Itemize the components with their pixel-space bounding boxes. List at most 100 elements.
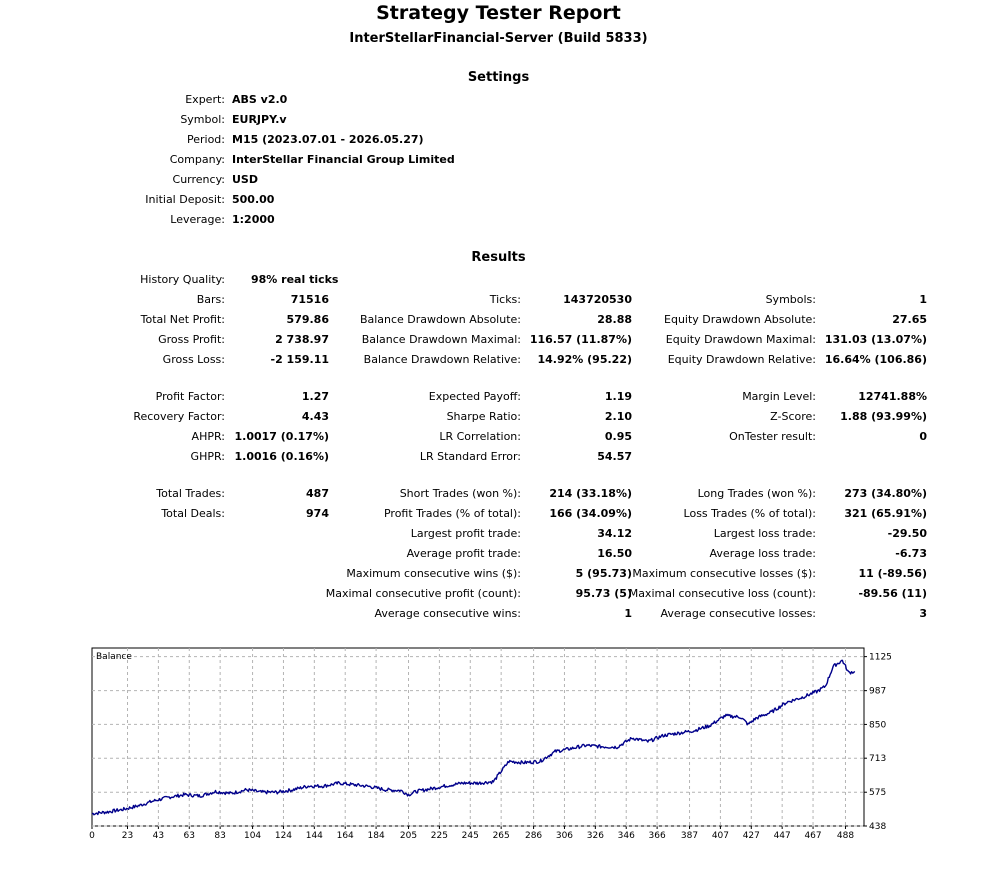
x-tick-label: 63	[184, 831, 195, 841]
result-col2-value: 34.12	[597, 527, 632, 540]
result-col2-label: Short Trades (won %):	[399, 487, 521, 500]
result-col1-value: 71516	[290, 293, 329, 306]
result-col1-label: Gross Profit:	[158, 333, 225, 346]
y-tick-label: 850	[869, 720, 886, 730]
result-col1-value: 1.27	[301, 390, 329, 403]
result-col2-value: 2.10	[604, 410, 632, 423]
result-col2-value: 95.73 (5)	[575, 587, 632, 600]
result-col2-value: 1	[624, 607, 632, 620]
result-col1-value: 1.0017 (0.17%)	[234, 430, 330, 443]
results-heading: Results	[471, 250, 526, 265]
result-col2-value: 214 (33.18%)	[549, 487, 632, 500]
result-col3-value: 0	[919, 430, 927, 443]
result-col3-value: 131.03 (13.07%)	[824, 333, 927, 346]
x-tick-label: 144	[306, 831, 323, 841]
result-col3-value: 11 (-89.56)	[858, 567, 927, 580]
result-col1-label: Total Net Profit:	[140, 313, 225, 326]
result-col3-value: 12741.88%	[858, 390, 927, 403]
result-col3-label: Equity Drawdown Relative:	[667, 353, 816, 366]
result-col3-value: -29.50	[887, 527, 927, 540]
y-tick-label: 713	[869, 754, 886, 764]
result-col1-value: 974	[306, 507, 329, 520]
report-title: Strategy Tester Report	[376, 2, 621, 24]
settings-label: Leverage:	[170, 213, 225, 226]
result-col1-label: AHPR:	[191, 430, 225, 443]
result-col1-label: Total Trades:	[156, 487, 225, 500]
result-col1-value: 579.86	[286, 313, 329, 326]
result-col3-label: Z-Score:	[770, 410, 816, 423]
x-tick-label: 346	[618, 831, 635, 841]
chart-title: Balance	[96, 652, 132, 662]
x-tick-label: 124	[275, 831, 292, 841]
result-col1-label: Recovery Factor:	[133, 410, 225, 423]
settings-label: Company:	[169, 153, 225, 166]
y-tick-label: 1125	[869, 653, 892, 663]
y-tick-label: 575	[869, 788, 886, 798]
result-col3-label: Loss Trades (% of total):	[683, 507, 816, 520]
result-col1-label: Bars:	[196, 293, 225, 306]
result-col2-label: Balance Drawdown Maximal:	[361, 333, 521, 346]
result-col3-value: 321 (65.91%)	[844, 507, 927, 520]
result-col2-label: LR Standard Error:	[419, 450, 521, 463]
result-col3-value: 3	[919, 607, 927, 620]
result-col3-label: Maximum consecutive losses ($):	[632, 567, 816, 580]
result-col1-value: 1.0016 (0.16%)	[234, 450, 330, 463]
x-tick-label: 104	[244, 831, 261, 841]
y-tick-label: 987	[869, 687, 886, 697]
x-tick-label: 245	[462, 831, 479, 841]
x-tick-label: 43	[153, 831, 164, 841]
result-col3-label: OnTester result:	[729, 430, 816, 443]
x-tick-label: 326	[587, 831, 604, 841]
result-col3-value: 27.65	[892, 313, 927, 326]
chart-frame	[91, 647, 865, 827]
y-tick-label: 438	[869, 822, 886, 832]
result-col1-label: Profit Factor:	[155, 390, 225, 403]
result-col3-label: Long Trades (won %):	[697, 487, 816, 500]
result-col2-label: LR Correlation:	[439, 430, 521, 443]
result-col2-value: 14.92% (95.22)	[537, 353, 633, 366]
history-quality-label: History Quality:	[140, 273, 225, 286]
x-tick-label: 23	[122, 831, 133, 841]
result-col3-value: -89.56 (11)	[858, 587, 927, 600]
x-tick-label: 205	[400, 831, 417, 841]
result-col3-value: 16.64% (106.86)	[824, 353, 927, 366]
result-col2-label: Balance Drawdown Absolute:	[359, 313, 521, 326]
result-col2-value: 16.50	[597, 547, 632, 560]
x-tick-label: 265	[493, 831, 510, 841]
settings-label: Currency:	[172, 173, 225, 186]
result-col3-label: Equity Drawdown Absolute:	[664, 313, 816, 326]
settings-value: EURJPY.v	[232, 113, 287, 126]
settings-value: 1:2000	[232, 213, 275, 226]
x-tick-label: 427	[743, 831, 760, 841]
x-tick-label: 387	[681, 831, 698, 841]
settings-value: USD	[232, 173, 258, 186]
result-col1-label: Total Deals:	[161, 507, 225, 520]
result-col3-label: Largest loss trade:	[713, 527, 816, 540]
result-col3-value: -6.73	[895, 547, 927, 560]
result-col2-label: Average consecutive wins:	[374, 607, 521, 620]
result-col2-value: 54.57	[597, 450, 632, 463]
result-col2-label: Maximal consecutive profit (count):	[325, 587, 521, 600]
balance-line	[91, 659, 856, 816]
result-col2-label: Maximum consecutive wins ($):	[346, 567, 521, 580]
result-col2-label: Sharpe Ratio:	[446, 410, 521, 423]
result-col2-label: Average profit trade:	[406, 547, 521, 560]
settings-value: 500.00	[232, 193, 275, 206]
result-col2-value: 143720530	[563, 293, 632, 306]
result-col2-value: 166 (34.09%)	[549, 507, 632, 520]
result-col3-value: 1	[919, 293, 927, 306]
x-tick-label: 83	[214, 831, 225, 841]
result-col2-label: Expected Payoff:	[428, 390, 521, 403]
settings-label: Expert:	[185, 93, 225, 106]
result-col2-value: 5 (95.73)	[575, 567, 632, 580]
result-col1-value: 4.43	[301, 410, 329, 423]
result-col1-value: -2 159.11	[270, 353, 330, 366]
settings-heading: Settings	[467, 70, 530, 85]
x-tick-label: 407	[712, 831, 729, 841]
x-tick-label: 286	[525, 831, 542, 841]
result-col2-value: 28.88	[597, 313, 632, 326]
result-col1-value: 2 738.97	[275, 333, 329, 346]
result-col2-value: 0.95	[604, 430, 632, 443]
result-col3-label: Symbols:	[765, 293, 816, 306]
